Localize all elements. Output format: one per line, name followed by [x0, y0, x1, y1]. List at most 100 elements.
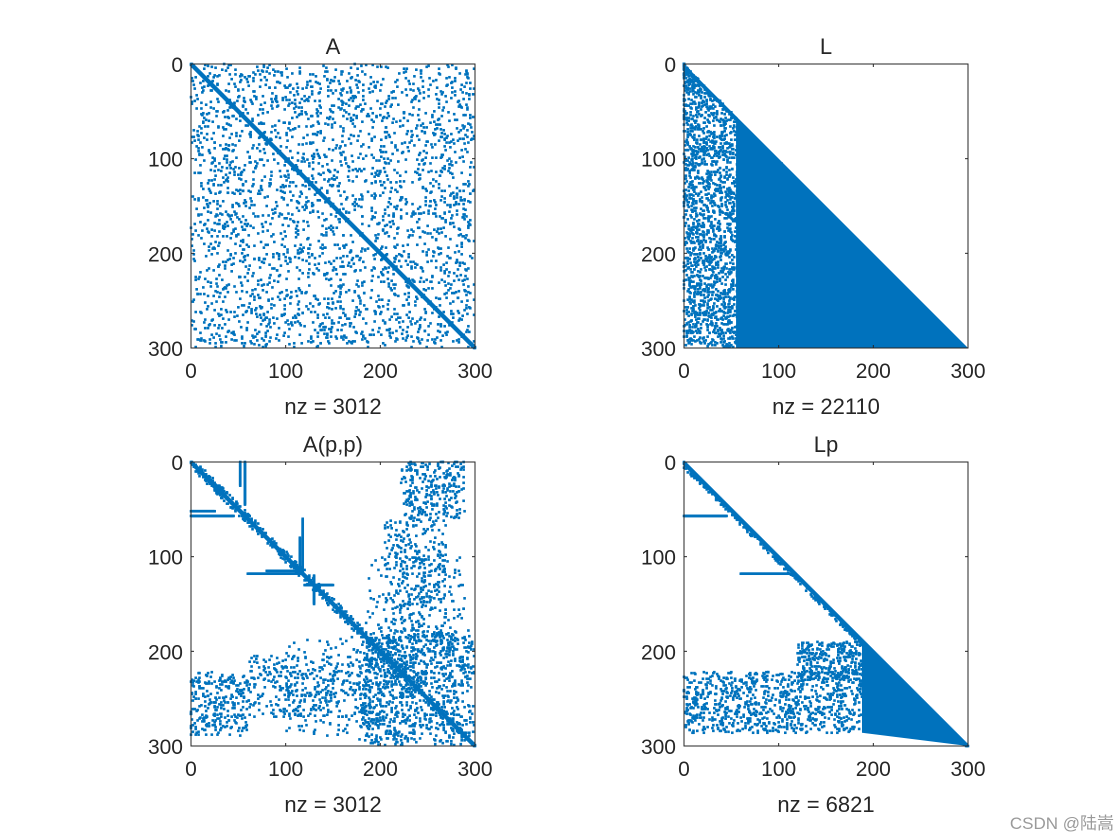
nonzero-marker: [690, 216, 693, 219]
nonzero-marker: [706, 344, 709, 348]
nonzero-marker: [223, 295, 227, 299]
nonzero-marker: [460, 252, 464, 256]
nonzero-marker: [404, 88, 408, 91]
nonzero-marker: [358, 313, 361, 317]
nonzero-marker: [292, 168, 296, 172]
nonzero-marker: [706, 325, 709, 329]
nonzero-marker: [410, 215, 413, 218]
y-tick-label: 200: [148, 243, 183, 266]
nonzero-marker: [265, 142, 269, 145]
nonzero-marker: [443, 145, 447, 148]
nonzero-marker: [298, 269, 302, 272]
nonzero-marker: [692, 127, 695, 130]
nonzero-marker: [451, 316, 455, 320]
nonzero-marker: [326, 333, 329, 337]
nonzero-marker: [259, 240, 263, 244]
nonzero-marker: [219, 313, 223, 317]
nonzero-marker: [253, 94, 256, 98]
nonzero-marker: [193, 139, 197, 142]
nonzero-marker: [693, 119, 696, 123]
nonzero-marker: [695, 192, 698, 195]
nonzero-marker: [453, 150, 457, 154]
nonzero-marker: [223, 264, 227, 267]
nonzero-marker: [439, 339, 443, 342]
nonzero-marker: [374, 181, 377, 184]
nonzero-marker: [291, 194, 295, 197]
nonzero-marker: [406, 146, 410, 149]
nonzero-marker: [322, 325, 325, 329]
nonzero-marker: [200, 112, 203, 116]
nonzero-marker: [687, 75, 691, 78]
nonzero-marker: [321, 322, 324, 325]
nonzero-marker: [708, 185, 711, 189]
nonzero-marker: [310, 85, 314, 89]
nonzero-marker: [232, 262, 235, 266]
nonzero-marker: [422, 91, 426, 94]
nonzero-marker: [194, 75, 198, 79]
nonzero-marker: [224, 143, 228, 146]
nonzero-marker: [342, 101, 345, 105]
nonzero-marker: [281, 183, 285, 187]
nonzero-marker: [238, 297, 242, 301]
nonzero-marker: [410, 100, 413, 104]
nonzero-marker: [310, 174, 314, 178]
nonzero-marker: [371, 166, 375, 170]
nonzero-marker: [237, 305, 240, 309]
nonzero-marker: [358, 80, 361, 84]
nonzero-marker: [442, 263, 446, 266]
nonzero-marker: [198, 275, 201, 279]
nonzero-marker: [342, 244, 345, 248]
nonzero-marker: [418, 205, 422, 209]
nonzero-marker: [228, 98, 232, 102]
nonzero-marker: [222, 181, 226, 184]
nonzero-marker: [708, 134, 711, 138]
nonzero-marker: [313, 328, 317, 332]
nonzero-marker: [456, 309, 460, 313]
nonzero-marker: [223, 115, 227, 119]
nonzero-marker: [424, 310, 428, 314]
nonzero-marker: [440, 114, 444, 118]
nonzero-marker: [195, 107, 198, 110]
nonzero-marker: [270, 303, 273, 306]
nonzero-marker: [263, 175, 267, 178]
nonzero-marker: [298, 195, 302, 198]
nonzero-marker: [374, 194, 377, 197]
nonzero-marker: [468, 306, 472, 310]
nonzero-marker: [317, 162, 321, 165]
nonzero-marker: [323, 328, 326, 332]
nonzero-marker: [321, 247, 324, 250]
nonzero-marker: [705, 98, 709, 102]
nonzero-marker: [434, 170, 438, 174]
nonzero-marker: [451, 191, 455, 195]
nonzero-marker: [339, 290, 342, 294]
nonzero-marker: [723, 176, 727, 179]
nonzero-marker: [330, 325, 334, 329]
nonzero-marker: [344, 162, 348, 165]
nonzero-marker: [218, 273, 221, 277]
nonzero-marker: [397, 72, 401, 75]
nonzero-marker: [351, 299, 355, 302]
nonzero-marker: [694, 177, 697, 180]
nonzero-marker: [285, 133, 288, 137]
nonzero-marker: [702, 340, 706, 343]
nonzero-marker: [367, 224, 371, 228]
nonzero-marker: [451, 340, 455, 343]
nonzero-marker: [448, 157, 451, 160]
nonzero-marker: [316, 335, 320, 338]
nonzero-marker: [432, 199, 436, 202]
nonzero-marker: [377, 174, 380, 178]
nonzero-marker: [298, 70, 302, 73]
nonzero-marker: [365, 307, 369, 311]
nonzero-marker: [344, 102, 348, 106]
nonzero-marker: [688, 90, 691, 93]
nonzero-marker: [712, 124, 716, 127]
nonzero-marker: [225, 284, 229, 287]
nonzero-marker: [440, 195, 444, 198]
nonzero-marker: [432, 307, 436, 311]
nonzero-marker: [274, 337, 278, 340]
nonzero-marker: [718, 120, 722, 124]
nonzero-marker: [289, 181, 292, 184]
nonzero-marker: [705, 163, 709, 166]
nonzero-marker: [291, 181, 295, 184]
nonzero-marker: [205, 199, 209, 202]
